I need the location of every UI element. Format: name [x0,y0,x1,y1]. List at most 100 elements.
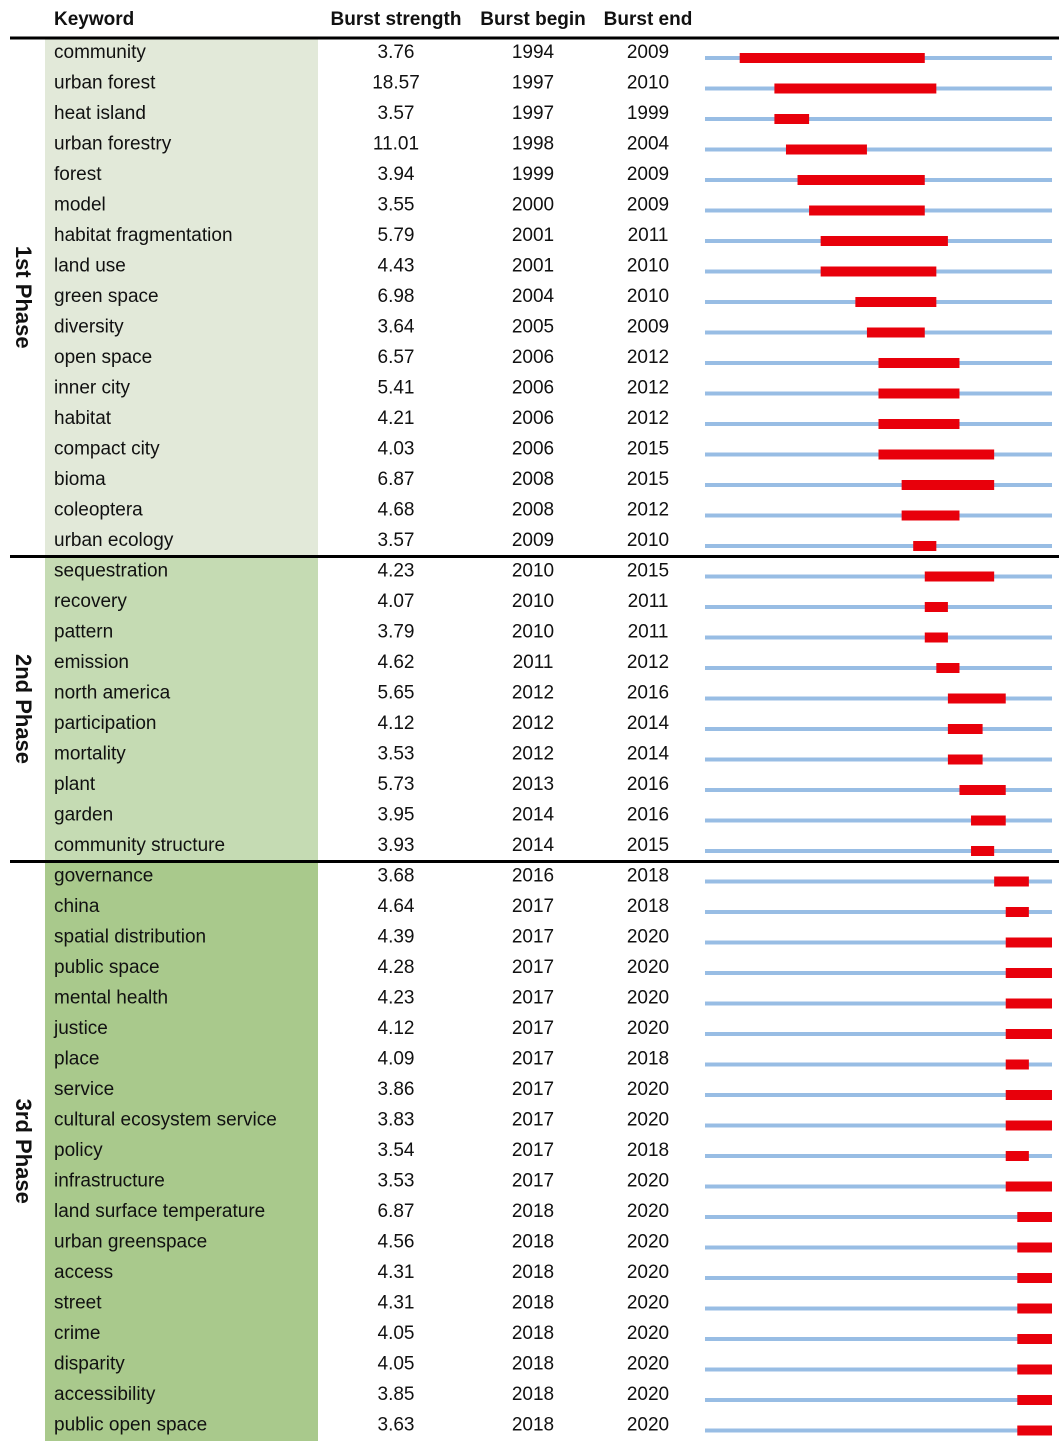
burst-bar [947,724,983,734]
cell: 6.87 [378,1201,415,1222]
cell: 2020 [627,957,669,978]
timeline [705,666,1052,670]
burst-bar [1017,1395,1052,1405]
burst-bar [924,602,948,612]
timeline [705,1215,1052,1219]
cell: community [54,42,146,63]
cell: 4.28 [378,957,415,978]
cell: 2012 [627,347,669,368]
cell: 3.63 [378,1415,415,1436]
cell: 4.07 [378,591,415,612]
timeline [705,1062,1052,1067]
cell: north america [54,683,171,704]
timeline [705,574,1052,579]
burst-bar [855,297,937,307]
cell: 1997 [512,73,554,94]
burst-bar [1005,1120,1052,1131]
cell: 2012 [512,744,554,765]
cell: 2006 [512,347,554,368]
cell: 3.76 [378,42,415,63]
cell: coleoptera [54,500,143,521]
cell: 2011 [513,652,554,673]
cell: bioma [54,469,106,490]
cell: 1998 [512,134,554,155]
cell: 2010 [512,622,554,643]
cell: 4.21 [378,408,415,429]
cell: 4.39 [378,927,415,948]
cell: place [54,1049,99,1070]
cell: 4.56 [378,1232,415,1253]
cell: governance [54,866,153,887]
cell: 2012 [512,713,554,734]
cell: 2011 [628,591,669,612]
cell: 2018 [627,1049,669,1070]
cell: 2006 [512,439,554,460]
cell: 2012 [627,378,669,399]
burst-bar [1005,937,1052,948]
cell: 2012 [627,408,669,429]
header-cell: Keyword [54,9,134,30]
cell: pattern [54,622,113,643]
cell: 4.09 [378,1049,415,1070]
cell: mortality [54,744,126,765]
cell: 2020 [627,927,669,948]
phase-label: 1st Phase [11,246,36,349]
burst-bar [878,449,995,460]
burst-bar [947,754,983,765]
cell: 2018 [512,1415,554,1436]
cell: 2018 [627,1140,669,1161]
cell: street [54,1293,102,1314]
cell: 2015 [627,469,669,490]
cell: 2018 [512,1293,554,1314]
cell: emission [54,652,129,673]
timeline [705,757,1052,762]
cell: 2001 [512,225,554,246]
burst-bar [1005,1059,1029,1070]
cell: 4.31 [378,1262,415,1283]
phase-background [45,38,318,557]
cell: 2020 [627,1323,669,1344]
timeline [705,117,1052,121]
burst-bar [809,205,925,216]
timeline [705,1337,1052,1341]
cell: 2020 [627,1110,669,1131]
cell: 2020 [627,1018,669,1039]
cell: service [54,1079,114,1100]
cell: 2017 [512,927,554,948]
cell: urban ecology [54,530,174,551]
burst-bar [1005,907,1029,917]
timeline [705,544,1052,548]
timeline [705,1428,1052,1433]
cell: 2015 [627,835,669,856]
cell: 2020 [627,1171,669,1192]
burst-bar [1017,1273,1052,1283]
timeline [705,1245,1052,1250]
cell: 4.43 [378,256,415,277]
timeline [705,1398,1052,1402]
cell: 2010 [627,256,669,277]
cell: 2006 [512,378,554,399]
cell: 2008 [512,500,554,521]
cell: 2016 [627,683,669,704]
cell: 2010 [512,591,554,612]
cell: 2018 [512,1384,554,1405]
cell: 2017 [512,1049,554,1070]
cell: 18.57 [372,73,420,94]
cell: accessibility [54,1384,156,1405]
cell: 2009 [512,530,554,551]
cell: inner city [54,378,131,399]
cell: 3.54 [378,1140,415,1161]
cell: access [54,1262,113,1283]
burst-bar [878,419,960,429]
cell: 3.85 [378,1384,415,1405]
cell: 2009 [627,42,669,63]
burst-bar [878,358,960,368]
cell: land surface temperature [54,1201,265,1222]
burst-bar [971,846,995,856]
burst-bar [739,53,925,63]
cell: 3.57 [378,103,415,124]
cell: 1999 [627,103,669,124]
cell: 2010 [627,286,669,307]
cell: 4.62 [378,652,415,673]
cell: sequestration [54,561,168,582]
